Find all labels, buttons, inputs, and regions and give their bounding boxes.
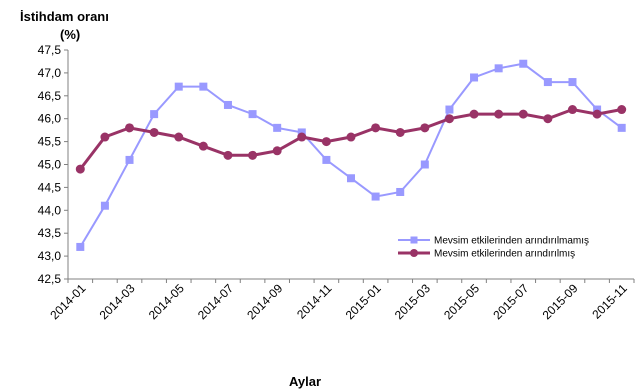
- x-tick-label: 2015-05: [441, 281, 482, 322]
- data-point: [469, 109, 479, 119]
- y-tick-label: 43,5: [38, 226, 62, 240]
- data-point: [519, 59, 528, 68]
- y-tick-label: 46,5: [38, 89, 62, 103]
- data-point: [100, 132, 110, 142]
- data-point: [125, 155, 134, 164]
- legend-swatch-marker: [410, 249, 418, 257]
- data-point: [567, 105, 577, 115]
- y-tick-label: 44,5: [38, 180, 62, 194]
- data-point: [273, 123, 282, 132]
- data-point: [518, 109, 528, 119]
- x-tick-label: 2015-11: [589, 281, 630, 322]
- x-tick-label: 2014-09: [244, 281, 285, 322]
- chart-subtitle: (%): [60, 27, 80, 42]
- data-point: [297, 132, 307, 142]
- data-point: [543, 114, 553, 124]
- data-point: [248, 150, 258, 160]
- data-point: [198, 141, 208, 151]
- data-point: [150, 110, 159, 119]
- x-tick-label: 2014-07: [195, 281, 236, 322]
- data-point: [420, 160, 429, 169]
- data-point: [322, 155, 331, 164]
- x-tick-label: 2015-07: [490, 281, 531, 322]
- data-point: [223, 100, 232, 109]
- y-tick-label: 45,0: [38, 158, 62, 172]
- series-layer: [75, 59, 627, 251]
- y-tick-label: 44,0: [38, 203, 62, 217]
- data-point: [76, 242, 85, 251]
- data-point: [174, 132, 184, 142]
- data-point: [199, 82, 208, 91]
- legend-label: Mevsim etkilerinden arındırılmamış: [434, 236, 589, 247]
- data-point: [248, 110, 257, 119]
- chart-title: İstihdam oranı: [20, 9, 109, 24]
- x-tick-label: 2015-03: [392, 281, 433, 322]
- series-line: [79, 62, 623, 248]
- data-point: [100, 201, 109, 210]
- data-point: [223, 150, 233, 160]
- data-point: [470, 73, 479, 82]
- data-point: [593, 105, 602, 114]
- data-point: [371, 192, 380, 201]
- x-tick-label: 2014-03: [97, 281, 138, 322]
- x-axis-label: Aylar: [289, 374, 321, 389]
- data-point: [568, 78, 577, 87]
- y-tick-label: 46,0: [38, 112, 62, 126]
- data-point: [617, 123, 626, 132]
- data-point: [125, 123, 135, 133]
- data-point: [149, 127, 159, 137]
- data-point: [445, 105, 454, 114]
- data-point: [494, 64, 503, 73]
- data-point: [444, 114, 454, 124]
- y-tick-label: 43,0: [38, 249, 62, 263]
- data-point: [543, 78, 552, 87]
- legend-label: Mevsim etkilerinden arındırılmış: [434, 249, 575, 260]
- data-point: [396, 187, 405, 196]
- data-point: [371, 123, 381, 133]
- data-point: [395, 127, 405, 137]
- data-point: [592, 109, 602, 119]
- data-point: [174, 82, 183, 91]
- y-tick-label: 47,5: [38, 43, 62, 57]
- data-point: [347, 174, 355, 183]
- x-tick-label: 2014-05: [146, 281, 187, 322]
- data-point: [297, 128, 306, 137]
- data-point: [321, 137, 331, 147]
- data-point: [420, 123, 430, 133]
- y-tick-label: 42,5: [38, 272, 62, 286]
- data-point: [346, 132, 356, 142]
- x-tick-label: 2014-01: [47, 281, 88, 322]
- y-tick-label: 45,5: [38, 135, 62, 149]
- data-point: [494, 109, 504, 119]
- y-tick-label: 47,0: [38, 66, 62, 80]
- data-point: [75, 164, 85, 174]
- x-tick-label: 2014-11: [294, 281, 335, 322]
- data-point: [617, 105, 627, 115]
- legend: Mevsim etkilerinden arındırılmamış Mevsim…: [398, 236, 589, 260]
- data-point: [272, 146, 282, 156]
- x-tick-label: 2015-01: [343, 281, 384, 322]
- x-tick-label: 2015-09: [540, 281, 581, 322]
- legend-swatch-marker: [410, 236, 418, 244]
